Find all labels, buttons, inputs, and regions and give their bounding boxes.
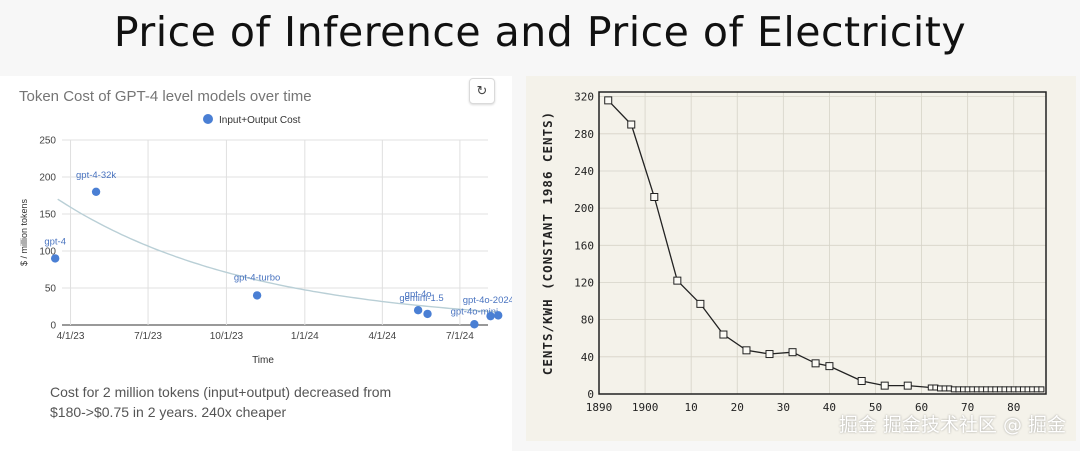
token-chart-title: Token Cost of GPT-4 level models over ti… — [19, 88, 312, 105]
data-marker-1947 — [857, 376, 866, 385]
refresh-icon: ↻ — [476, 84, 488, 99]
data-marker-1922 — [742, 346, 751, 355]
y-tick-label: 120 — [574, 276, 594, 289]
data-marker-1957 — [903, 381, 912, 390]
point-label: gemini-1.5 — [399, 293, 443, 304]
data-marker-1986 — [1038, 386, 1045, 393]
cost-caption-line-1: Cost for 2 million tokens (input+output)… — [50, 384, 392, 400]
point-label: gpt-4-32k — [76, 170, 116, 181]
trend-line — [57, 198, 501, 313]
y-tick-label: 0 — [587, 388, 594, 401]
y-tick-label: 200 — [39, 173, 56, 184]
y-tick-label: 200 — [574, 202, 594, 215]
x-axis-title: Time — [252, 355, 274, 366]
y-tick-label: 280 — [574, 128, 594, 141]
x-tick-label: 80 — [1007, 401, 1020, 414]
plot-frame — [598, 91, 1047, 395]
price-line — [607, 99, 1042, 391]
data-point-gpt-4-32k — [91, 187, 101, 196]
x-tick-label: 7/1/24 — [446, 331, 474, 342]
y-tick-label: 100 — [39, 247, 56, 258]
y-tick-label: 240 — [574, 165, 594, 178]
x-tick-label: 4/1/23 — [57, 331, 85, 342]
x-tick-label: 30 — [777, 401, 790, 414]
x-tick-label: 4/1/24 — [368, 331, 396, 342]
x-tick-label: 1890 — [586, 401, 613, 414]
legend-label: Input+Output Cost — [219, 115, 301, 126]
refresh-button[interactable]: ↻ — [469, 78, 495, 104]
y-tick-label: 320 — [574, 91, 594, 104]
data-marker-1927 — [765, 350, 774, 359]
data-point-gpt-4-turbo — [252, 291, 262, 300]
data-point-gpt-4o-mini — [470, 320, 479, 329]
x-tick-label: 1900 — [632, 401, 659, 414]
data-marker-1937 — [811, 359, 820, 368]
point-label: gpt-4o — [405, 289, 432, 300]
data-marker-1917 — [719, 330, 728, 339]
x-tick-label: 20 — [731, 401, 744, 414]
y-axis-title: $ / million tokens — [19, 198, 29, 266]
x-tick-label: 1/1/24 — [291, 331, 319, 342]
point-label: gpt-4o-2024-0 — [463, 295, 512, 306]
data-marker-1902 — [650, 193, 659, 202]
token-cost-chart: Input+Output Cost 0 50 100 150 200 250 4/1/23 7/… — [19, 114, 512, 366]
data-point-gpt-4o — [413, 306, 423, 315]
electricity-price-chart: 0 40 80 120 160 200 240 280 320 1890 1900 10 20 30 40 5… — [540, 91, 1047, 414]
point-label: gpt-4-turbo — [234, 272, 280, 283]
y-axis-title: CENTS/KWH (CONSTANT 1986 CENTS) — [540, 111, 555, 375]
data-marker-1952 — [880, 381, 889, 390]
data-marker-1912 — [696, 299, 705, 308]
y-tick-label: 250 — [39, 136, 56, 147]
x-tick-label: 40 — [823, 401, 836, 414]
data-marker-1897 — [627, 120, 636, 129]
point-label: gpt-4o-mini — [451, 306, 499, 317]
y-tick-label: 160 — [574, 239, 594, 252]
data-marker-1932 — [788, 348, 797, 357]
y-tick-label: 0 — [50, 321, 56, 332]
y-tick-label: 40 — [581, 351, 594, 364]
y-tick-label: 80 — [581, 314, 594, 327]
point-label: gpt-4 — [44, 236, 66, 247]
electricity-panel — [526, 76, 1076, 441]
x-tick-label: 60 — [915, 401, 928, 414]
data-marker-1907 — [673, 276, 682, 285]
y-tick-label: 150 — [39, 210, 56, 221]
x-tick-label: 7/1/23 — [134, 331, 162, 342]
legend-marker — [203, 114, 213, 124]
watermark: 掘金 掘金技术社区 @ 掘金 — [838, 414, 1066, 436]
page-title: Price of Inference and Price of Electric… — [113, 8, 967, 56]
data-point-gemini-1.5 — [423, 309, 432, 319]
data-point-gpt-4 — [50, 254, 60, 263]
cost-caption: Cost for 2 million tokens (input+output)… — [50, 382, 490, 422]
data-marker-1892 — [604, 96, 613, 105]
x-tick-label: 10 — [685, 401, 698, 414]
y-tick-label: 50 — [45, 284, 57, 295]
data-point-latest — [494, 311, 503, 320]
token-cost-panel: Token Cost of GPT-4 level models over ti… — [0, 76, 512, 451]
data-point-gpt-4o-2024-0 — [486, 311, 495, 321]
data-marker-1940 — [825, 362, 834, 371]
x-tick-label: 70 — [961, 401, 974, 414]
cost-caption-line-2: $180->$0.75 in 2 years. 240x cheaper — [50, 404, 287, 420]
x-tick-label: 50 — [869, 401, 882, 414]
x-tick-label: 10/1/23 — [210, 331, 244, 342]
